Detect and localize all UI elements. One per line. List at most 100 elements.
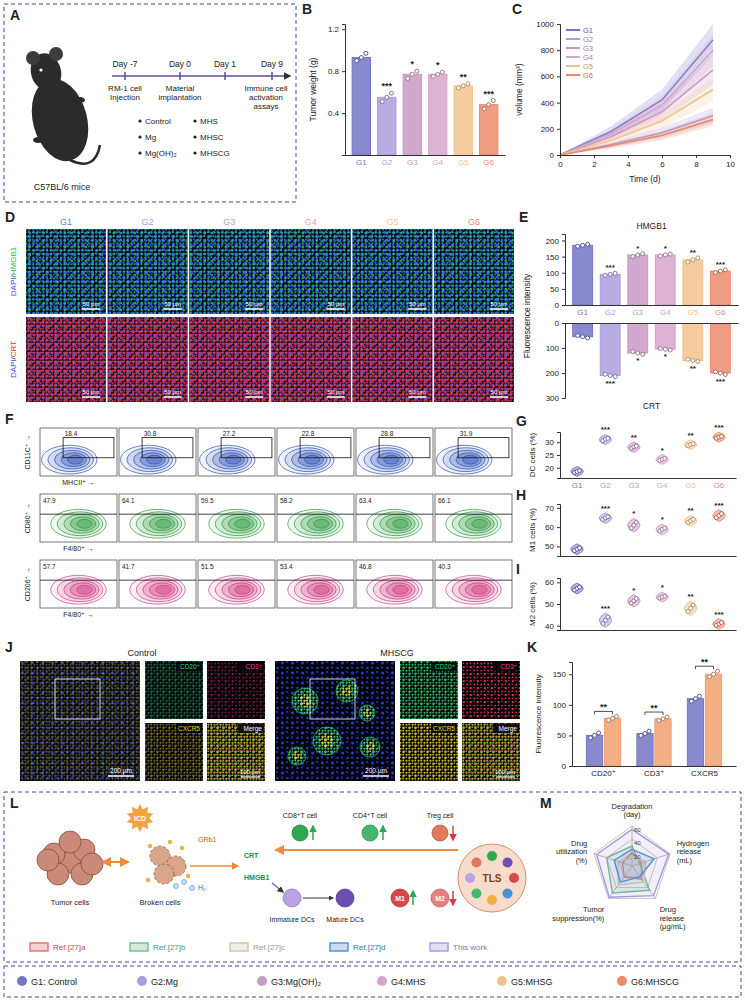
data-point <box>663 594 667 598</box>
gate-value: 57.7 <box>43 563 56 570</box>
tick-mark <box>628 155 629 158</box>
data-point <box>718 269 722 273</box>
tick: 50 <box>557 731 572 740</box>
data-point <box>643 732 647 736</box>
tls-cell <box>471 889 481 899</box>
data-point <box>603 372 607 376</box>
error-band <box>560 34 713 155</box>
image-overlay <box>352 229 432 314</box>
contour <box>380 580 415 599</box>
tick-label: G4 <box>660 308 671 317</box>
axis-line <box>346 155 506 156</box>
image <box>400 723 458 781</box>
label-line: (%) <box>576 856 588 865</box>
arrow <box>103 861 128 863</box>
radar-area <box>596 829 668 897</box>
diagram-label: HMGB1 <box>244 874 269 881</box>
data-point <box>578 546 582 550</box>
panel-letter: F <box>5 411 14 427</box>
tick: 0 <box>555 301 565 310</box>
scale-label: 200 μm <box>110 767 132 775</box>
grb1-dot <box>168 840 172 844</box>
label-line: Material <box>166 84 195 93</box>
violin <box>599 513 611 524</box>
contour <box>472 519 487 528</box>
tick-label: G5 <box>687 308 698 317</box>
tls-cell <box>487 895 497 905</box>
image-overlay <box>207 723 265 781</box>
tick: G4 <box>432 158 443 167</box>
legend-label: G2:Mg <box>151 977 178 987</box>
grb1-dot <box>186 874 190 878</box>
tick: 4 <box>626 155 631 169</box>
tick-label: 6 <box>660 160 665 169</box>
significance: * <box>661 583 665 592</box>
panel-j: Control200 μmCD20⁺CD3⁺CXCR5100 μmMergeMH… <box>20 648 520 781</box>
bar <box>429 74 447 155</box>
bar <box>710 323 730 373</box>
tick-label: 50 <box>545 600 554 609</box>
plot-marks <box>573 242 731 305</box>
contour <box>301 580 336 599</box>
panel-violin: **********506070M1 cells (%) <box>528 501 737 557</box>
axis-title: Drugutilization(%) <box>556 839 588 865</box>
scale-bar <box>327 308 345 310</box>
contour <box>358 445 413 474</box>
tls-cell <box>465 873 475 883</box>
violin <box>684 601 696 616</box>
contour <box>77 519 92 528</box>
axis <box>566 323 739 324</box>
image-overlay <box>271 229 351 314</box>
contour <box>364 448 409 472</box>
tick: G2 <box>605 308 616 317</box>
significance: * <box>661 446 665 455</box>
mouse-ear <box>26 51 40 65</box>
contour <box>437 445 492 474</box>
panel-violin: **********405060M2 cells (%) <box>528 578 737 630</box>
arrow <box>190 865 238 867</box>
label: Day 1 <box>214 59 236 69</box>
contour <box>48 448 93 472</box>
contour <box>130 509 185 538</box>
data-point <box>410 72 414 76</box>
contour <box>226 455 241 464</box>
contour <box>77 585 92 594</box>
column-head: G1 <box>60 217 72 227</box>
contour <box>386 517 411 531</box>
tick-label: 600 <box>541 72 555 81</box>
data-point <box>668 252 672 256</box>
contour <box>377 453 402 467</box>
significance: ** <box>600 702 608 712</box>
diagram-label: ICD <box>134 815 146 822</box>
diagram-label: CD4⁺T cell <box>353 812 388 819</box>
contour <box>130 575 185 604</box>
contour <box>209 575 264 604</box>
data-point <box>608 272 612 276</box>
tick-label: G5 <box>685 481 696 490</box>
grid-line <box>594 826 670 898</box>
data-point <box>693 697 697 701</box>
tick: 2 <box>592 155 597 169</box>
image-overlay <box>189 229 269 314</box>
data-point <box>634 520 638 524</box>
scale-label: 50 μm <box>83 389 100 395</box>
panel-letter: J <box>5 639 13 655</box>
contour <box>301 514 336 533</box>
scale-label: 50 μm <box>409 301 426 307</box>
data-point <box>713 271 717 275</box>
significance: ** <box>687 506 694 515</box>
axis-title: Degradation(day) <box>612 802 653 820</box>
gate-value: 53.4 <box>280 563 293 570</box>
data-point <box>691 359 695 363</box>
tick-mark <box>562 273 565 274</box>
legend-swatch <box>497 976 507 986</box>
image <box>352 317 432 402</box>
gate <box>356 580 433 581</box>
data-point <box>719 512 723 516</box>
group-legend: G1: ControlG2:MgG3:Mg(OH)₂G4:MHSG5:MHSGG… <box>4 966 741 997</box>
image <box>207 723 265 781</box>
plot-frame <box>119 428 196 476</box>
violin <box>599 613 611 628</box>
bullet <box>138 119 141 122</box>
label: Day 0 <box>169 59 191 69</box>
